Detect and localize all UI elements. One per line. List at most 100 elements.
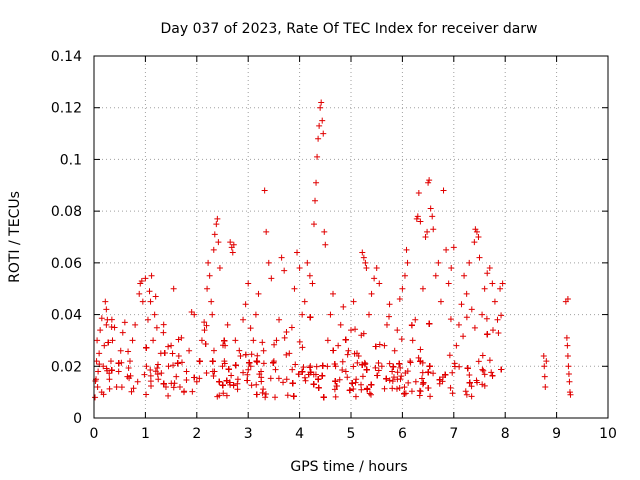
data-point [498,366,505,373]
data-point [429,213,436,220]
data-point [307,314,314,321]
data-point [320,394,327,401]
data-point [254,352,261,359]
data-point [366,390,373,397]
data-point [371,275,378,282]
data-point [94,383,101,390]
tick-labels: 0 1 2 3 4 5 6 7 8 9 10 0 0.02 0.04 0.06 0.08 0.1 0.12 0.14 [51,49,617,442]
data-point [292,361,299,368]
data-point [405,379,412,386]
data-point [404,259,411,266]
data-point [295,371,302,378]
data-point [191,374,198,381]
data-point [309,280,316,287]
data-point [160,380,167,387]
data-point [129,337,136,344]
data-point [344,351,351,358]
data-point [265,259,272,266]
data-point [209,358,216,365]
data-point [355,352,362,359]
data-point [306,364,313,371]
data-point [103,321,110,328]
data-point [456,363,463,370]
data-point [103,365,110,372]
data-point [158,370,165,377]
data-point [374,372,381,379]
data-point [491,298,498,305]
data-point [261,187,268,194]
data-point [106,370,113,377]
data-point [154,365,161,371]
data-point [202,341,209,348]
data-point [260,347,267,354]
data-point [134,378,141,385]
data-point [188,308,195,315]
data-point [222,342,229,349]
data-point [541,363,548,370]
x-tick-label: 2 [192,426,201,442]
data-point [128,388,135,395]
data-point [147,366,154,373]
data-point [348,327,354,334]
data-point [236,347,243,354]
data-point [317,104,324,111]
data-point [281,267,288,274]
data-point [211,231,218,238]
data-point [319,362,326,369]
data-point [208,298,215,305]
data-point [475,234,482,240]
data-point [466,372,473,379]
data-point [391,347,398,354]
data-point [232,362,239,369]
data-point [230,241,237,248]
y-tick-label: 0.08 [51,204,82,220]
data-point [468,393,475,400]
data-point [136,290,143,297]
data-point [419,285,426,292]
x-tick-label: 10 [599,426,617,442]
data-point [330,290,337,297]
data-point [479,311,486,318]
data-point [228,372,235,379]
data-point [248,382,255,389]
data-point [398,373,405,380]
data-point [240,316,247,323]
data-point [566,389,573,396]
data-point [419,369,426,376]
data-point [106,376,113,383]
data-point [248,351,255,358]
data-point [204,285,211,292]
data-point [425,179,432,186]
data-point [147,372,154,379]
data-point [304,259,311,266]
data-point [95,368,102,375]
x-tick-label: 0 [90,426,99,442]
data-point [345,347,352,354]
data-point [245,366,252,373]
data-point [483,315,490,322]
data-point [567,391,574,398]
data-point [115,360,122,367]
data-point [267,375,274,382]
data-point [296,338,303,345]
data-point [170,285,177,292]
data-point [458,301,465,308]
data-point [333,383,340,390]
data-point [142,275,149,282]
data-point [96,350,103,357]
data-point [132,321,139,328]
data-point [344,374,351,381]
data-point [481,382,488,389]
data-point [310,381,317,388]
data-point [316,122,323,129]
data-point [315,135,322,142]
data-point [245,280,252,287]
data-point [290,393,297,400]
data-point [490,327,497,334]
data-point [144,316,151,323]
data-point [564,352,571,359]
data-point [481,371,488,378]
data-point [321,228,328,235]
data-point [169,350,176,357]
data-point [203,322,210,329]
